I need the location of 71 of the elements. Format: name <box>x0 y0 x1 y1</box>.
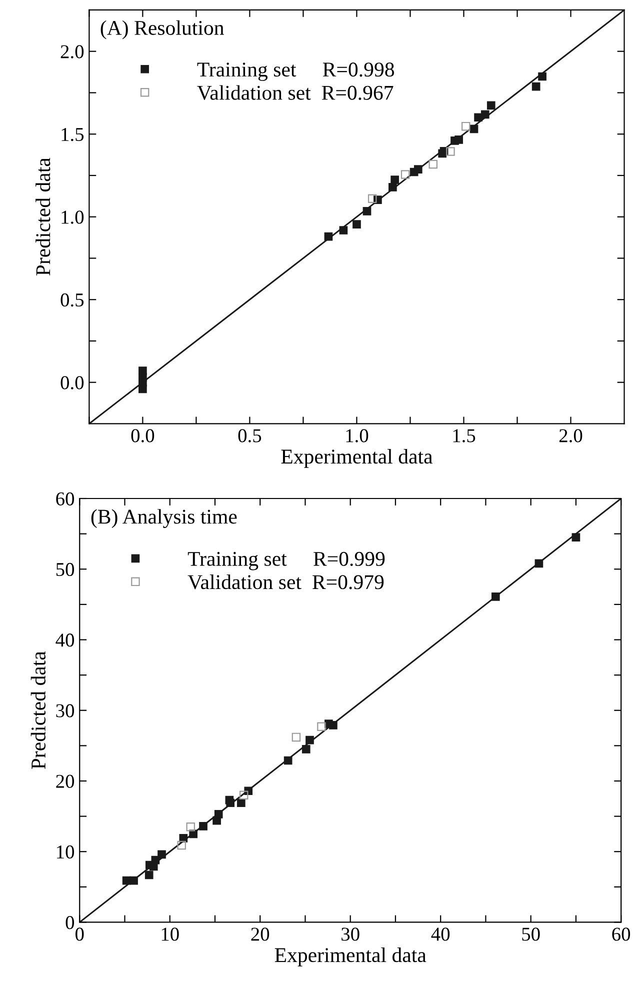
y-tick-label: 1.5 <box>62 128 84 142</box>
legend-label: Validation set R=0.967 <box>197 85 394 100</box>
x-tick-label: 60 <box>612 928 630 941</box>
x-tick-label: 1.0 <box>346 429 368 442</box>
y-tick-label: 50 <box>56 562 74 576</box>
point <box>199 822 208 830</box>
x-tick-label: 50 <box>522 928 540 941</box>
point <box>486 101 496 110</box>
y-tick-label: 10 <box>57 845 74 859</box>
x-axis-title: Experimental data <box>274 948 426 966</box>
x-axis-title: Experimental data <box>281 449 432 468</box>
point <box>454 136 463 144</box>
point <box>339 226 348 234</box>
y-tick-label: 30 <box>56 704 74 718</box>
y-tick-label: 40 <box>56 634 74 647</box>
point <box>138 384 147 394</box>
point <box>446 147 455 156</box>
point <box>538 72 546 81</box>
point <box>368 194 377 204</box>
point <box>226 798 234 808</box>
point <box>324 232 333 241</box>
point <box>390 176 399 184</box>
point <box>186 822 195 832</box>
point <box>388 183 397 192</box>
point <box>428 160 438 169</box>
y-axis-title: Predicted data <box>30 651 46 770</box>
point <box>214 810 223 818</box>
point <box>414 165 422 174</box>
point <box>239 790 248 800</box>
point <box>362 207 372 216</box>
chart-title: (B) Analysis time <box>91 509 237 528</box>
point <box>130 876 138 885</box>
point <box>284 756 292 765</box>
point <box>532 82 540 91</box>
point <box>329 721 338 730</box>
chart-title: (A) Resolution <box>100 20 224 40</box>
point <box>572 533 580 542</box>
point <box>474 113 482 122</box>
point <box>400 170 410 179</box>
x-tick-label: 40 <box>431 928 450 941</box>
x-tick-label: 2.0 <box>559 429 582 442</box>
y-tick-label: 20 <box>56 774 74 788</box>
point <box>158 850 166 859</box>
point <box>317 722 326 731</box>
x-tick-label: 10 <box>162 928 179 941</box>
point <box>480 110 490 119</box>
x-tick-label: 30 <box>342 928 360 941</box>
y-tick-label: 0.5 <box>60 293 84 307</box>
legend-label: Training set R=0.999 <box>188 552 385 570</box>
point <box>534 559 544 568</box>
point <box>306 736 314 744</box>
point <box>352 220 361 228</box>
y-tick-label: 1.0 <box>62 210 84 224</box>
y-tick-label: 0.0 <box>60 376 84 390</box>
point <box>491 592 500 601</box>
y-tick-label: 0 <box>66 916 74 930</box>
x-tick-label: 1.5 <box>453 429 476 442</box>
x-tick-label: 20 <box>251 928 270 941</box>
y-tick-label: 60 <box>56 492 74 506</box>
point <box>236 798 246 808</box>
point <box>177 840 186 850</box>
point <box>144 870 154 880</box>
point <box>292 732 301 742</box>
y-axis-title: Predicted data <box>36 158 50 276</box>
y-tick-label: 2.0 <box>60 45 84 58</box>
point <box>462 122 470 131</box>
point <box>302 745 310 754</box>
legend-label: Training set R=0.998 <box>197 62 394 81</box>
legend-label: Validation set R=0.979 <box>188 574 384 590</box>
x-tick-label: 0.5 <box>238 429 262 442</box>
x-tick-label: 0.0 <box>131 429 154 442</box>
